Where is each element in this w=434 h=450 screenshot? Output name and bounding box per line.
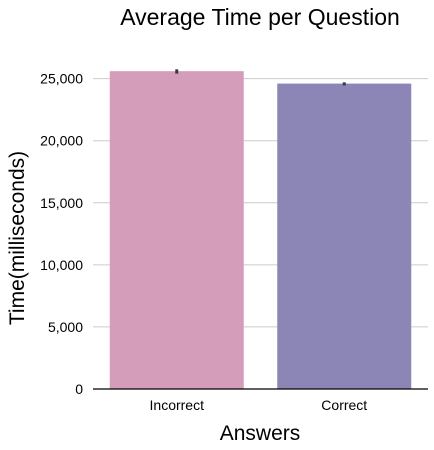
x-tick-label: Correct <box>321 397 367 413</box>
x-axis-label: Answers <box>220 422 301 445</box>
error-bars <box>175 69 346 86</box>
y-tick-label: 20,000 <box>40 133 83 149</box>
x-tick-label: Incorrect <box>150 397 205 413</box>
y-tick-label: 5,000 <box>48 319 83 335</box>
bars <box>109 71 412 389</box>
y-tick-labels: 0 5,000 10,000 15,000 20,000 25,000 <box>40 71 83 397</box>
y-tick-label: 10,000 <box>40 257 83 273</box>
y-tick-label: 0 <box>75 381 83 397</box>
y-axis-label: Time(milliseconds) <box>6 151 29 325</box>
chart-title: Average Time per Question <box>120 4 400 30</box>
y-tick-label: 25,000 <box>40 71 83 87</box>
y-tick-label: 15,000 <box>40 195 83 211</box>
x-tick-labels: Incorrect Correct <box>150 397 368 413</box>
bar <box>109 71 244 389</box>
bar <box>277 83 412 389</box>
